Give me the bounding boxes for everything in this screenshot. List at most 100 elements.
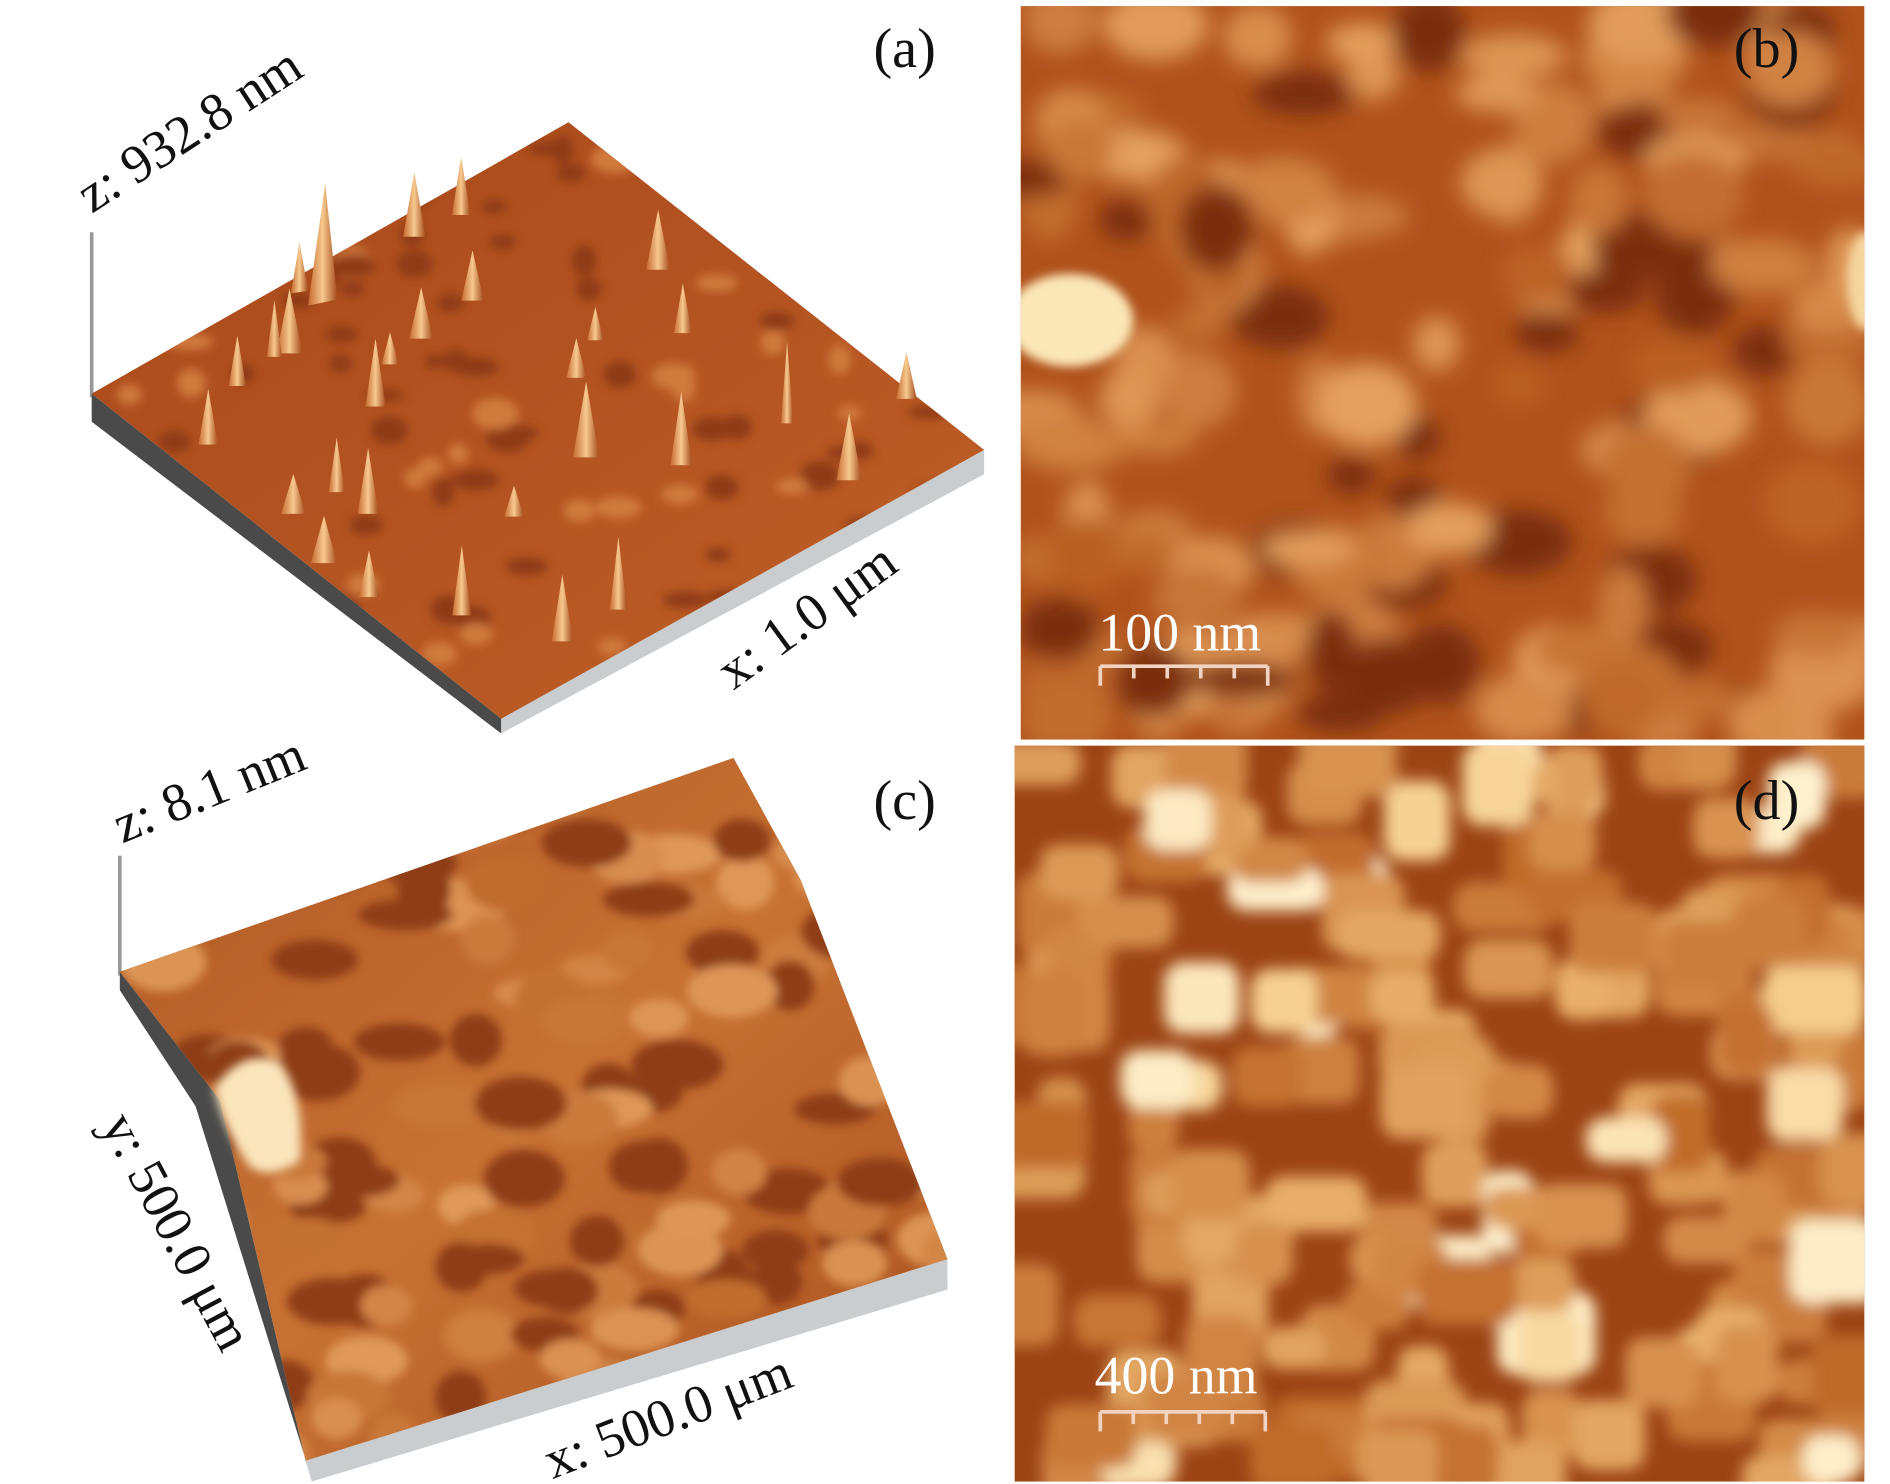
grain xyxy=(716,854,775,911)
grain xyxy=(1679,745,1737,788)
grain xyxy=(184,1437,268,1461)
grain xyxy=(134,195,174,218)
grain xyxy=(603,361,637,389)
grain xyxy=(481,199,507,214)
grain xyxy=(303,1137,376,1188)
grain xyxy=(361,775,453,815)
grain xyxy=(1766,1067,1844,1142)
grain xyxy=(928,159,972,190)
panel-label: (b) xyxy=(1734,18,1800,80)
grain xyxy=(1014,1263,1059,1346)
grain xyxy=(310,830,366,882)
grain xyxy=(1234,1222,1294,1286)
grain xyxy=(1188,662,1297,698)
grain xyxy=(395,250,433,278)
grain xyxy=(1178,185,1255,272)
spike xyxy=(308,183,338,306)
grain xyxy=(806,1320,886,1375)
grain xyxy=(222,677,243,708)
grain xyxy=(117,384,142,405)
grain xyxy=(431,757,482,786)
grain xyxy=(167,333,214,351)
z-axis-label: z: 932.8 nm xyxy=(66,35,313,224)
grain xyxy=(254,1430,311,1461)
grain xyxy=(919,1131,948,1190)
grain xyxy=(1020,273,1134,367)
grain xyxy=(742,1230,809,1271)
grain xyxy=(827,1375,886,1418)
grain xyxy=(272,1217,346,1257)
grain xyxy=(1172,305,1225,343)
grain xyxy=(1762,966,1865,1033)
grain xyxy=(1231,837,1308,883)
side-face xyxy=(91,393,502,734)
grain xyxy=(1020,414,1111,458)
grain xyxy=(1152,567,1240,631)
grain xyxy=(794,1432,882,1461)
grain xyxy=(1585,1117,1667,1163)
grain xyxy=(244,609,284,638)
grain xyxy=(785,782,853,831)
grain xyxy=(1529,810,1597,872)
grain xyxy=(1455,74,1539,113)
grain xyxy=(1392,6,1466,72)
grain xyxy=(628,1137,689,1195)
grain xyxy=(759,311,795,330)
grain xyxy=(1642,153,1744,237)
grain xyxy=(892,346,930,375)
grain xyxy=(432,477,455,507)
grain xyxy=(416,765,503,796)
grain xyxy=(594,496,642,519)
grain xyxy=(1588,6,1691,64)
grain xyxy=(1327,457,1376,494)
grain xyxy=(176,368,206,398)
grain xyxy=(1108,535,1176,572)
panel-label: (c) xyxy=(873,770,935,832)
grain xyxy=(513,1269,591,1307)
grain xyxy=(793,1431,847,1461)
spike xyxy=(572,381,600,458)
grain xyxy=(421,641,457,667)
grain xyxy=(93,667,142,699)
grain xyxy=(1463,939,1553,999)
spike xyxy=(290,242,309,294)
grain xyxy=(1522,1389,1582,1457)
grain xyxy=(271,939,359,980)
spike xyxy=(646,209,671,270)
spike xyxy=(670,391,693,466)
grain xyxy=(907,405,950,420)
grain xyxy=(1603,426,1692,507)
grain xyxy=(837,405,862,421)
grain xyxy=(325,326,358,343)
grain xyxy=(944,267,973,290)
spike xyxy=(198,388,218,445)
grain xyxy=(539,1339,602,1380)
spike xyxy=(328,437,345,493)
grain xyxy=(1230,1046,1303,1107)
grain xyxy=(897,627,943,647)
spike xyxy=(403,172,426,237)
grain xyxy=(1014,745,1082,785)
grain xyxy=(1250,1423,1335,1482)
spike xyxy=(461,250,484,301)
spike xyxy=(673,283,692,334)
grain xyxy=(710,138,731,156)
grain xyxy=(152,1374,232,1406)
grain xyxy=(1380,1064,1474,1139)
grain xyxy=(1164,962,1240,1034)
grain xyxy=(704,547,731,562)
grain xyxy=(908,865,948,900)
grain xyxy=(686,964,778,1018)
grain xyxy=(1462,745,1533,826)
grain xyxy=(179,1394,253,1430)
grain xyxy=(602,930,653,971)
grain xyxy=(576,277,602,301)
grain xyxy=(540,999,624,1044)
grain xyxy=(853,240,882,259)
grain xyxy=(1436,1426,1498,1482)
grain xyxy=(1715,1325,1779,1403)
grain xyxy=(1819,1133,1865,1207)
grain xyxy=(435,1241,488,1293)
grain xyxy=(713,818,771,862)
grain xyxy=(1666,6,1764,48)
